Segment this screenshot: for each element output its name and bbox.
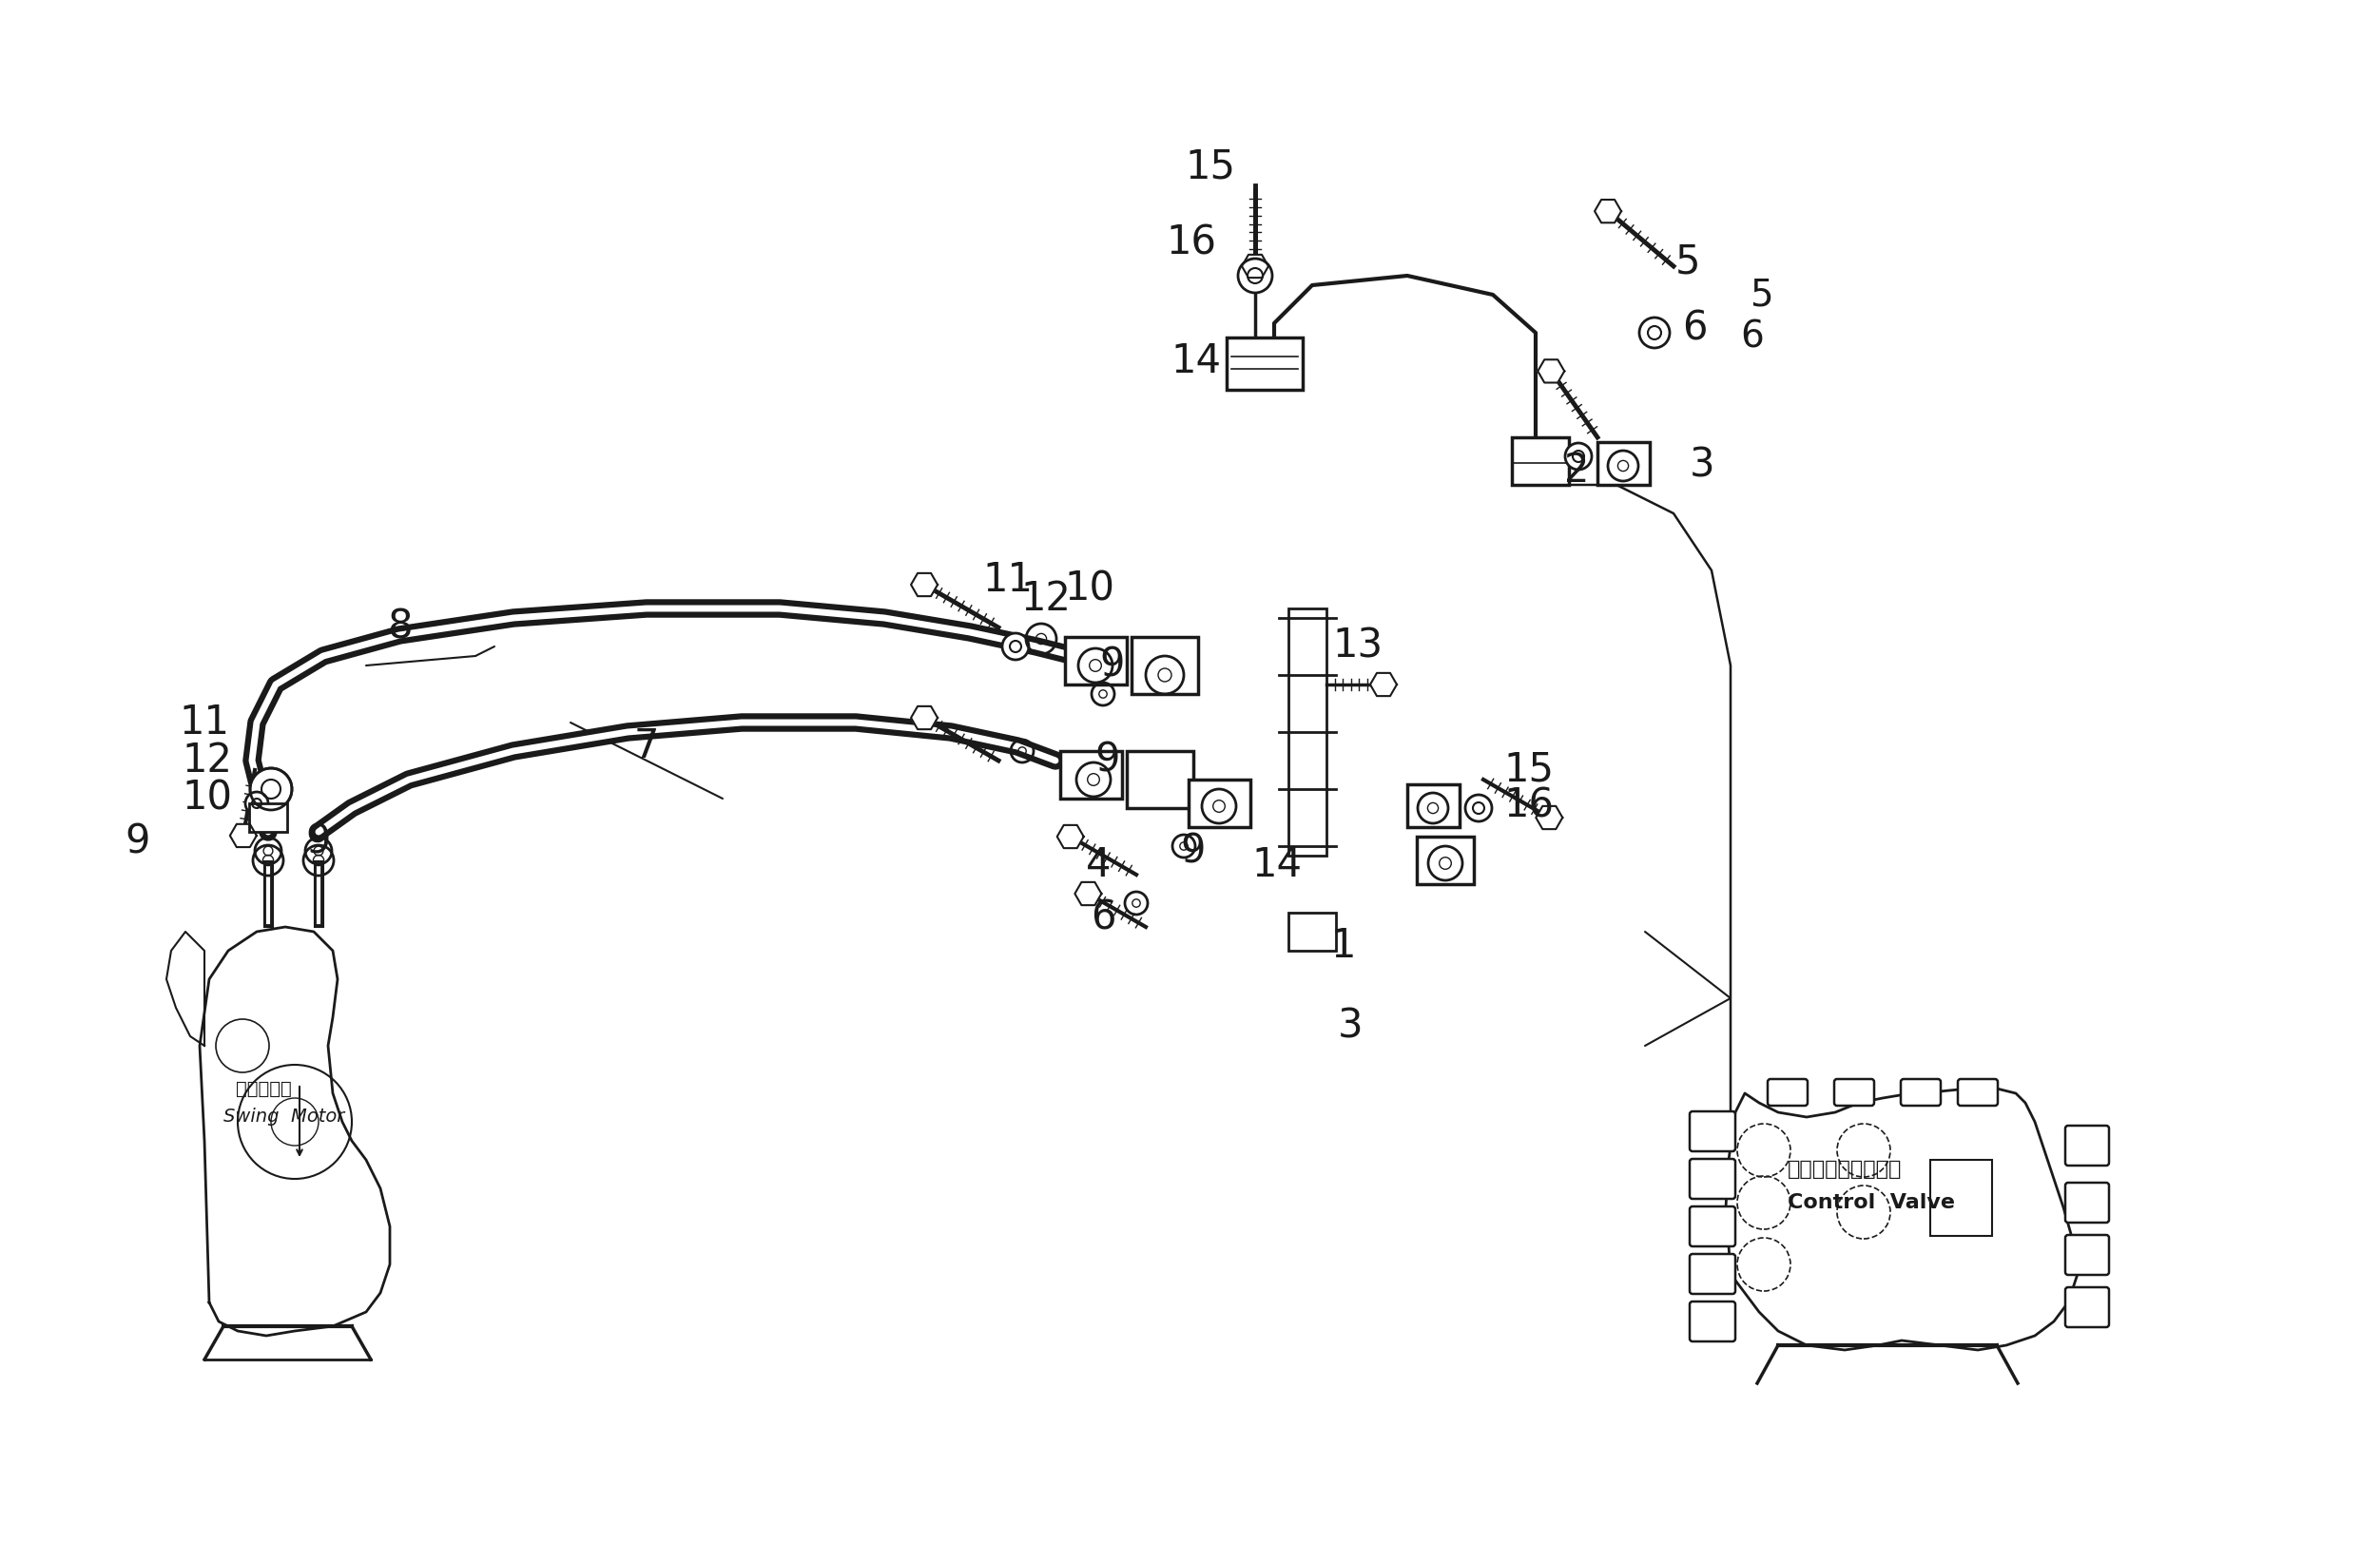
Text: 6: 6 [1683, 308, 1706, 348]
FancyBboxPatch shape [2066, 1236, 2109, 1275]
Polygon shape [912, 706, 938, 729]
FancyBboxPatch shape [2066, 1287, 2109, 1328]
Text: 3: 3 [1690, 445, 1714, 486]
Circle shape [1640, 317, 1671, 348]
Polygon shape [912, 573, 938, 597]
Text: 4: 4 [1085, 845, 1111, 886]
FancyBboxPatch shape [1959, 1079, 1997, 1106]
Polygon shape [1595, 200, 1621, 223]
Text: 10: 10 [183, 778, 233, 818]
FancyBboxPatch shape [1690, 1206, 1735, 1246]
Text: Control  Valve: Control Valve [1787, 1193, 1954, 1212]
Text: 5: 5 [1676, 242, 1699, 281]
Text: 旋回モータ: 旋回モータ [236, 1079, 293, 1098]
Bar [1597, 442, 1649, 484]
Bar [1226, 337, 1302, 390]
Text: 11: 11 [178, 703, 228, 742]
Text: 10: 10 [1064, 570, 1114, 609]
Text: 13: 13 [1333, 626, 1383, 667]
Text: 9: 9 [1100, 645, 1126, 686]
Text: 14: 14 [1252, 845, 1302, 886]
FancyBboxPatch shape [1690, 1301, 1735, 1342]
FancyBboxPatch shape [1690, 1254, 1735, 1293]
FancyBboxPatch shape [1835, 1079, 1873, 1106]
Text: 5: 5 [1749, 276, 1773, 312]
Text: 12: 12 [1021, 580, 1071, 619]
Circle shape [1466, 795, 1492, 822]
Text: 9: 9 [1180, 831, 1207, 872]
Bar [1188, 779, 1250, 828]
Text: 15: 15 [1504, 750, 1554, 790]
Polygon shape [1076, 883, 1102, 906]
Polygon shape [1242, 255, 1269, 278]
Text: 8: 8 [386, 608, 412, 647]
Polygon shape [1537, 359, 1564, 383]
Polygon shape [231, 825, 257, 847]
Text: 9: 9 [307, 822, 331, 861]
Text: 6: 6 [1090, 898, 1116, 937]
Bar [1288, 609, 1326, 856]
Polygon shape [1726, 1089, 2078, 1350]
FancyBboxPatch shape [2066, 1182, 2109, 1223]
Bar [250, 803, 288, 833]
Bar [1511, 437, 1568, 484]
Circle shape [245, 792, 269, 815]
Polygon shape [200, 926, 390, 1336]
Text: 16: 16 [1504, 786, 1554, 826]
Text: 12: 12 [183, 740, 233, 781]
Polygon shape [1371, 673, 1397, 697]
Bar [1130, 637, 1197, 694]
Polygon shape [1535, 806, 1564, 829]
Polygon shape [1057, 825, 1083, 848]
Text: 2: 2 [1564, 450, 1590, 490]
Bar [1288, 912, 1335, 951]
Circle shape [1238, 259, 1273, 292]
Text: 1: 1 [1330, 926, 1357, 965]
Wedge shape [250, 769, 293, 811]
FancyBboxPatch shape [1902, 1079, 1940, 1106]
Text: 3: 3 [1338, 1007, 1364, 1047]
FancyBboxPatch shape [1690, 1159, 1735, 1198]
Circle shape [1002, 633, 1028, 659]
FancyBboxPatch shape [1768, 1079, 1806, 1106]
Polygon shape [167, 931, 205, 1047]
Text: 9: 9 [126, 822, 150, 861]
Text: 16: 16 [1166, 222, 1216, 262]
Text: 7: 7 [633, 726, 659, 767]
Text: 15: 15 [1185, 147, 1235, 186]
Bar [1059, 751, 1121, 798]
Text: 6: 6 [1740, 320, 1764, 356]
Bar [1407, 784, 1459, 828]
Bar [1064, 637, 1126, 684]
FancyBboxPatch shape [1690, 1112, 1735, 1151]
Text: コントロールバルブ: コントロールバルブ [1787, 1161, 1902, 1179]
Text: 9: 9 [1095, 740, 1121, 781]
Bar [1930, 1161, 1992, 1236]
Circle shape [1566, 444, 1592, 470]
Bar [1126, 751, 1192, 808]
Text: 14: 14 [1171, 342, 1221, 381]
Bar [1416, 837, 1473, 884]
Text: Swing  Motor: Swing Motor [224, 1107, 345, 1126]
FancyBboxPatch shape [2066, 1126, 2109, 1165]
Text: 11: 11 [983, 559, 1033, 600]
